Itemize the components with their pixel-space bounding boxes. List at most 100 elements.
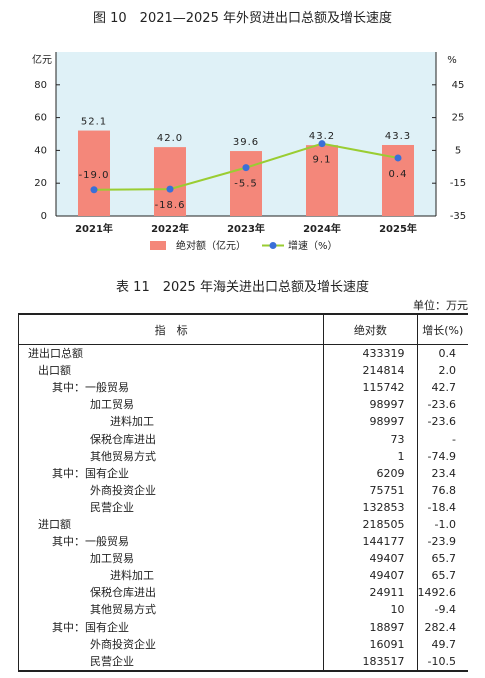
table-row: 其他贸易方式 10 -9.4 (19, 601, 468, 619)
table-cell: 23.4 (416, 464, 468, 482)
table-cell: 其他贸易方式 (90, 603, 156, 617)
x-tick-label: 2024年 (303, 222, 341, 235)
data-table: 指 标 绝对数 增长(%) 进出口总额 433319 0.4 出口额 214814 2.0… (18, 313, 468, 672)
table-cell: 49407 (323, 550, 417, 568)
line-marker (166, 185, 174, 193)
table-cell: 132853 (323, 498, 417, 516)
legend-marker (269, 242, 277, 249)
y-tick-label: 80 (34, 80, 47, 91)
table-cell: 1492.6 (416, 584, 468, 602)
table-row: 其中：一般贸易 144177 -23.9 (19, 533, 468, 551)
bar-value-label: 43.3 (385, 131, 411, 142)
line-marker (90, 186, 98, 194)
table-cell: 进料加工 (110, 415, 154, 429)
table-row: 进口额 218505 -1.0 (19, 515, 468, 534)
table-cell: 2.0 (416, 362, 468, 380)
y2-axis-label: % (447, 55, 457, 66)
table-cell: 218505 (323, 515, 417, 534)
bar (306, 145, 338, 216)
table-cell: 183517 (323, 652, 417, 671)
y-axis-label: 亿元 (32, 53, 52, 66)
table-cell: 76.8 (416, 481, 468, 499)
line-value-label: -18.6 (155, 200, 186, 211)
table-row: 进出口总额 433319 0.4 (19, 344, 468, 363)
line-value-label: -19.0 (79, 170, 110, 181)
y-tick-label: 20 (34, 178, 47, 189)
table-cell: 6209 (323, 464, 417, 482)
table-cell: 其中：一般贸易 (52, 381, 129, 395)
table-cell: 282.4 (416, 618, 468, 636)
bar (78, 130, 110, 216)
table-cell: 144177 (323, 533, 417, 551)
chart-title: 图 10 2021—2025 年外贸进出口总额及增长速度 (93, 11, 392, 26)
table-cell: -23.6 (416, 413, 468, 431)
table-cell: 16091 (323, 635, 417, 653)
table-cell: 外商投资企业 (90, 637, 156, 651)
table-cell: 民营企业 (90, 500, 134, 514)
table-row: 保税仓库进出 24911 1492.6 (19, 584, 468, 602)
table-cell: 49407 (323, 567, 417, 585)
table-cell: -18.4 (416, 498, 468, 516)
table-row: 其中：国有企业 18897 282.4 (19, 618, 468, 636)
table-cell: 73 (323, 430, 417, 448)
table-cell: 18897 (323, 618, 417, 636)
legend-label: 绝对额（亿元） (176, 239, 246, 252)
table-cell: 外商投资企业 (90, 483, 156, 497)
table-row: 加工贸易 98997 -23.6 (19, 396, 468, 414)
x-tick-label: 2021年 (75, 222, 113, 235)
table-cell: -23.9 (416, 533, 468, 551)
table-cell: 加工贸易 (90, 552, 134, 566)
header-cell: 指 标 (18, 314, 324, 345)
table-cell: -10.5 (416, 652, 468, 671)
line-marker (318, 140, 326, 148)
table-cell: 75751 (323, 481, 417, 499)
table-row: 加工贸易 49407 65.7 (19, 550, 468, 568)
table-cell: 0.4 (416, 344, 468, 363)
table-cell: 214814 (323, 362, 417, 380)
bar-value-label: 52.1 (81, 117, 107, 128)
line-marker (394, 154, 402, 162)
table-cell: 24911 (323, 584, 417, 602)
table-row: 民营企业 183517 -10.5 (19, 652, 468, 671)
table-cell: - (416, 430, 468, 448)
table-cell: 65.7 (416, 567, 468, 585)
table-cell: 其中：一般贸易 (52, 535, 129, 549)
table-cell: 98997 (323, 413, 417, 431)
table-cell: 10 (323, 601, 417, 619)
legend-label: 增速（%） (288, 239, 338, 252)
bar-value-label: 42.0 (157, 133, 183, 144)
x-tick-label: 2022年 (151, 222, 189, 235)
table-row: 民营企业 132853 -18.4 (19, 498, 468, 516)
header-cell: 绝对数 (323, 314, 417, 345)
y2-tick-label: 25 (452, 113, 465, 124)
table-cell: -23.6 (416, 396, 468, 414)
bar (154, 147, 186, 216)
table-row: 其中：一般贸易 115742 42.7 (19, 379, 468, 397)
y-tick-label: 40 (34, 145, 47, 156)
table-cell: 其中：国有企业 (52, 620, 129, 634)
table-cell: -9.4 (416, 601, 468, 619)
x-tick-label: 2025年 (379, 222, 417, 235)
table-cell: 进口额 (38, 517, 71, 531)
y2-tick-label: -15 (450, 178, 466, 189)
y-tick-label: 0 (41, 211, 47, 222)
y-tick-label: 60 (34, 113, 47, 124)
line-value-label: -5.5 (234, 179, 258, 190)
table-row: 保税仓库进出 73- (19, 430, 468, 448)
table-cell: 65.7 (416, 550, 468, 568)
line-marker (242, 164, 250, 172)
table-body: 进出口总额 433319 0.4 出口额 214814 2.0 其中：一般贸易 115742 4… (19, 344, 468, 671)
line-value-label: 9.1 (313, 155, 332, 166)
table-cell: -74.9 (416, 447, 468, 465)
table-row: 外商投资企业 75751 76.8 (19, 481, 468, 499)
table-row: 外商投资企业 16091 49.7 (19, 635, 468, 653)
table-cell: 民营企业 (90, 654, 134, 668)
bar-value-label: 43.2 (309, 131, 335, 142)
y2-tick-label: -35 (450, 211, 466, 222)
table-cell: -1.0 (416, 515, 468, 534)
y2-tick-label: 5 (455, 145, 461, 156)
legend-swatch (150, 241, 166, 250)
table-row: 其中：国有企业 6209 23.4 (19, 464, 468, 482)
table-cell: 保税仓库进出 (90, 432, 156, 446)
